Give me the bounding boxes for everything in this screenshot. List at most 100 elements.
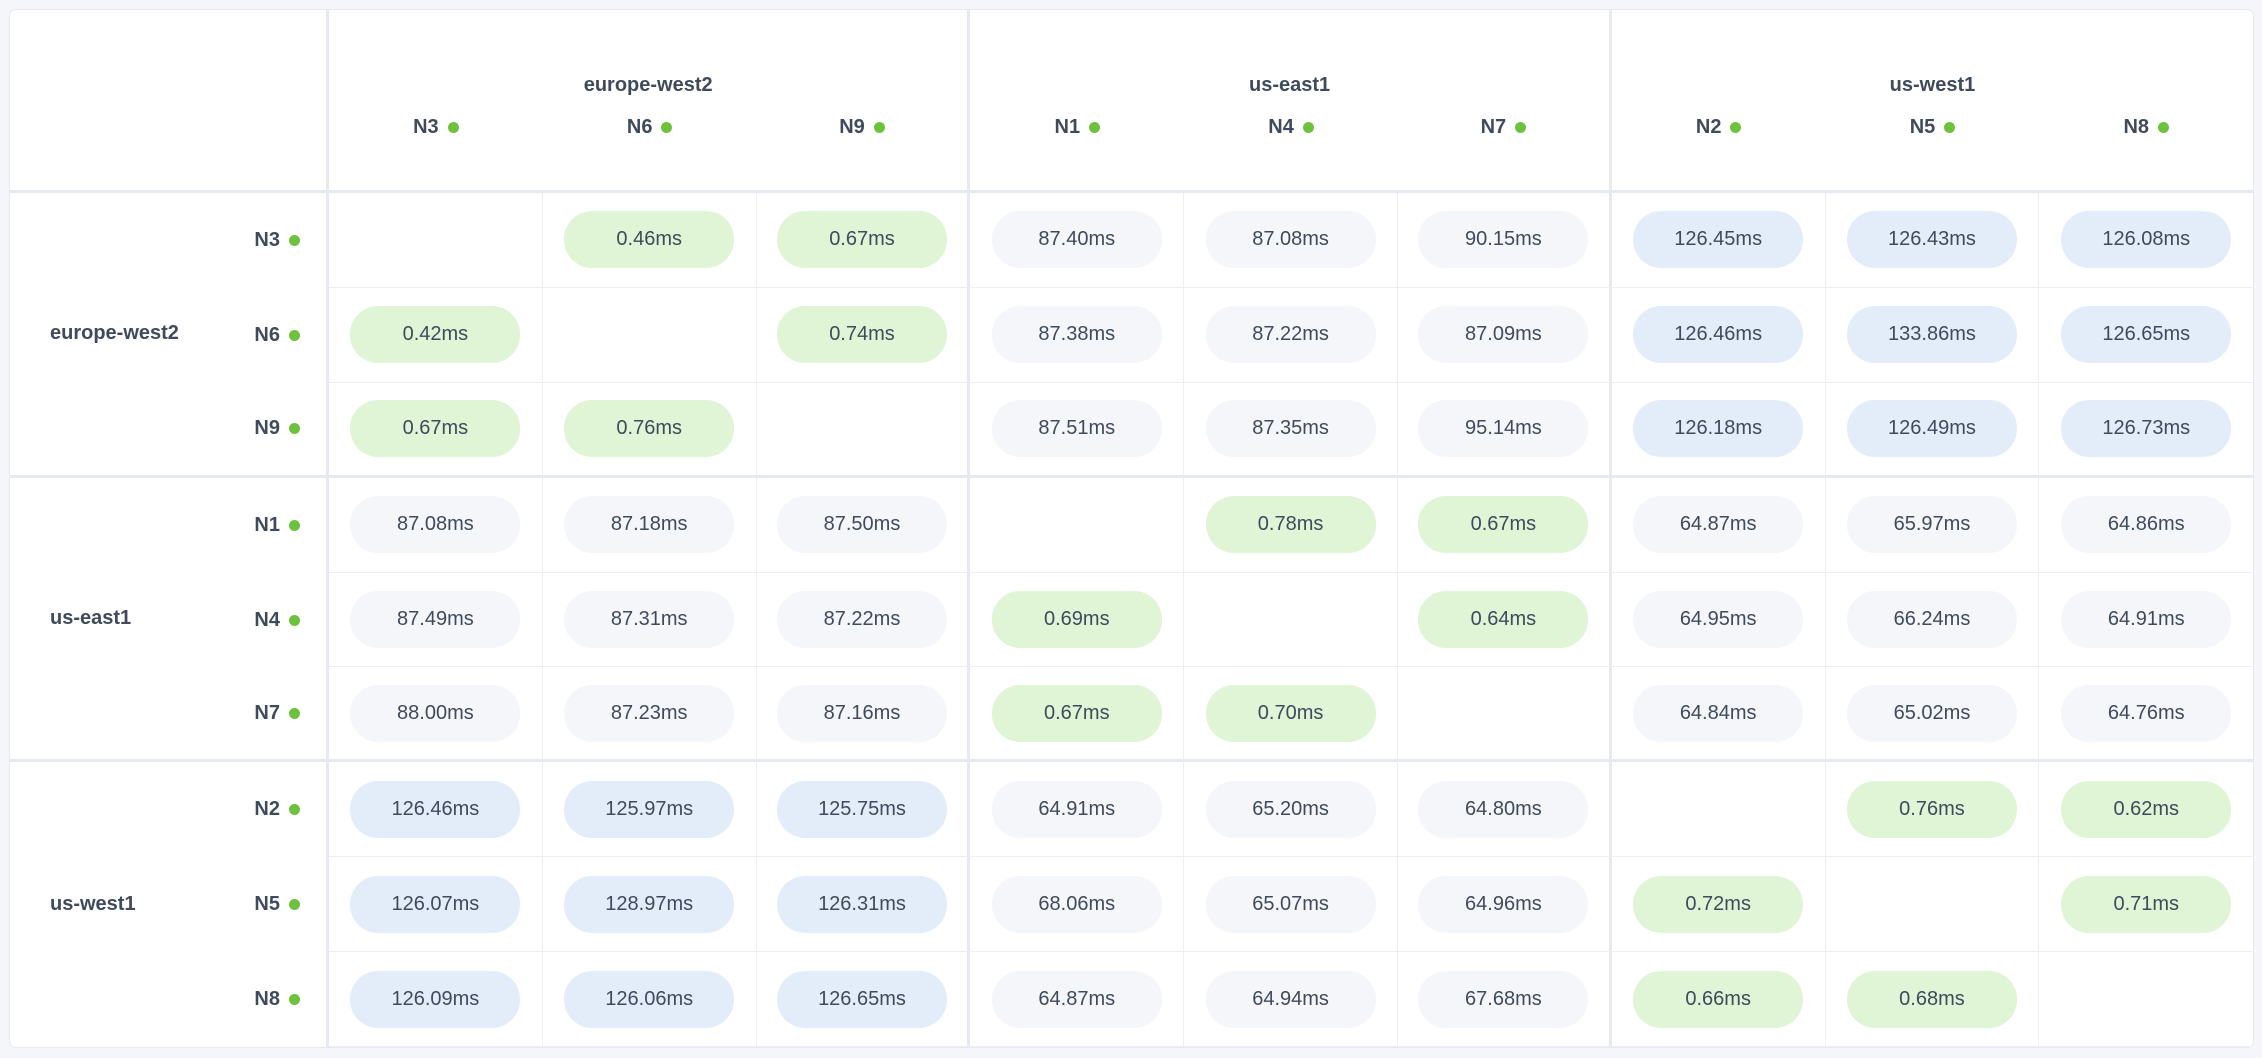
latency-cell xyxy=(756,382,971,478)
node-row-label: N9 xyxy=(210,382,329,478)
latency-cell: 87.38ms xyxy=(970,287,1185,383)
latency-matrix: europe-west2 N3 N6 N9 us-east1 N1 N4 N7 us-west1… xyxy=(10,10,2253,1047)
node-label: N4 xyxy=(1268,116,1294,138)
latency-value-badge: 126.65ms xyxy=(776,970,947,1028)
latency-cell: 87.49ms xyxy=(329,572,543,668)
status-dot-icon xyxy=(1302,122,1314,133)
latency-value-badge: 0.67ms xyxy=(991,684,1162,742)
latency-value-badge: 126.31ms xyxy=(776,875,947,933)
latency-value-badge: 126.65ms xyxy=(2061,306,2232,364)
latency-value-badge: 126.07ms xyxy=(350,875,521,933)
latency-cell: 126.06ms xyxy=(542,952,757,1047)
latency-cell xyxy=(970,477,1185,573)
node-label: N7 xyxy=(254,701,280,724)
latency-cell: 87.23ms xyxy=(542,667,757,763)
latency-value-badge: 87.49ms xyxy=(350,591,521,648)
latency-value-badge: 64.87ms xyxy=(1633,496,1804,554)
latency-value-badge: 0.67ms xyxy=(1418,496,1589,554)
latency-cell: 125.75ms xyxy=(756,762,971,858)
node-column-header: N5 xyxy=(1825,105,2040,193)
latency-value-badge: 67.68ms xyxy=(1418,970,1589,1028)
node-row-label: N2 xyxy=(210,762,329,858)
latency-cell: 64.95ms xyxy=(1611,572,1826,668)
latency-cell: 87.50ms xyxy=(756,477,971,573)
status-dot-icon xyxy=(1515,122,1527,133)
latency-value-badge: 64.86ms xyxy=(2061,496,2232,554)
node-column-header: N6 xyxy=(542,105,757,193)
latency-cell xyxy=(2039,952,2253,1047)
latency-cell: 0.62ms xyxy=(2039,762,2253,858)
latency-cell xyxy=(1611,762,1826,858)
latency-value-badge: 87.22ms xyxy=(1205,306,1376,364)
latency-cell: 87.35ms xyxy=(1184,382,1398,478)
status-dot-icon xyxy=(289,707,300,719)
latency-value-badge: 87.23ms xyxy=(564,684,735,742)
node-label: N3 xyxy=(413,116,439,138)
latency-cell: 126.65ms xyxy=(756,952,971,1047)
node-label: N5 xyxy=(254,893,280,916)
latency-value-badge: 87.51ms xyxy=(991,400,1162,458)
latency-cell: 0.78ms xyxy=(1184,477,1398,573)
node-label: N5 xyxy=(1909,116,1936,138)
latency-value-badge: 0.69ms xyxy=(991,591,1162,648)
latency-value-badge: 88.00ms xyxy=(350,684,521,742)
node-label: N2 xyxy=(254,798,280,821)
latency-cell: 0.71ms xyxy=(2039,857,2253,953)
latency-value-badge: 128.97ms xyxy=(564,875,735,933)
node-column-header: N4 xyxy=(1184,105,1398,193)
latency-value-badge: 87.18ms xyxy=(564,496,735,554)
node-label: N4 xyxy=(254,608,280,631)
latency-value-badge: 87.22ms xyxy=(776,591,947,648)
latency-value-badge: 0.70ms xyxy=(1205,684,1376,742)
latency-value-badge: 87.38ms xyxy=(991,306,1162,364)
latency-cell: 126.65ms xyxy=(2039,288,2253,383)
latency-cell: 0.76ms xyxy=(1825,762,2040,858)
latency-cell: 64.80ms xyxy=(1397,762,1612,858)
latency-value-badge: 87.09ms xyxy=(1418,306,1589,364)
latency-value-badge: 126.73ms xyxy=(2061,400,2232,458)
latency-value-badge: 87.40ms xyxy=(991,211,1162,269)
latency-value-badge: 126.46ms xyxy=(1633,306,1804,364)
latency-cell: 88.00ms xyxy=(329,667,543,763)
latency-cell: 87.22ms xyxy=(756,572,971,668)
latency-cell: 0.67ms xyxy=(329,382,543,478)
latency-cell xyxy=(542,287,757,383)
latency-cell: 87.08ms xyxy=(329,477,543,573)
status-dot-icon xyxy=(447,122,459,133)
latency-value-badge: 0.66ms xyxy=(1633,970,1804,1028)
latency-cell: 0.64ms xyxy=(1397,572,1612,668)
node-row-label: N1 xyxy=(210,477,329,573)
latency-cell: 126.18ms xyxy=(1611,382,1826,478)
latency-cell: 126.49ms xyxy=(1825,382,2040,478)
node-label: N3 xyxy=(254,228,280,251)
latency-value-badge: 65.97ms xyxy=(1846,496,2017,554)
latency-cell: 0.67ms xyxy=(970,667,1185,763)
latency-cell xyxy=(1397,667,1612,763)
latency-value-badge: 0.42ms xyxy=(350,306,521,364)
latency-value-badge: 64.76ms xyxy=(2061,684,2232,742)
latency-value-badge: 0.46ms xyxy=(564,211,735,269)
latency-cell: 65.02ms xyxy=(1825,667,2040,763)
latency-cell: 126.07ms xyxy=(329,857,543,953)
latency-matrix-card: europe-west2 N3 N6 N9 us-east1 N1 N4 N7 us-west1… xyxy=(10,10,2253,1047)
latency-cell: 0.68ms xyxy=(1825,952,2040,1047)
latency-cell: 90.15ms xyxy=(1397,193,1612,288)
latency-value-badge: 0.67ms xyxy=(350,400,521,458)
region-row-label: us-east1 xyxy=(10,478,210,763)
latency-cell: 64.87ms xyxy=(970,952,1185,1047)
status-dot-icon xyxy=(1089,122,1101,133)
node-label: N7 xyxy=(1480,116,1507,138)
latency-cell: 65.20ms xyxy=(1184,762,1398,858)
latency-cell: 66.24ms xyxy=(1825,572,2040,668)
latency-value-badge: 64.96ms xyxy=(1418,875,1589,933)
latency-cell: 126.08ms xyxy=(2039,193,2253,288)
latency-value-badge: 0.62ms xyxy=(2061,780,2232,838)
status-dot-icon xyxy=(289,423,300,435)
node-row-label: N5 xyxy=(210,857,329,953)
latency-cell: 64.76ms xyxy=(2039,667,2253,763)
latency-cell: 65.07ms xyxy=(1184,857,1398,953)
latency-cell: 65.97ms xyxy=(1825,477,2040,573)
latency-value-badge: 0.74ms xyxy=(776,306,947,364)
latency-cell: 87.22ms xyxy=(1184,287,1398,383)
latency-value-badge: 126.46ms xyxy=(350,780,521,838)
